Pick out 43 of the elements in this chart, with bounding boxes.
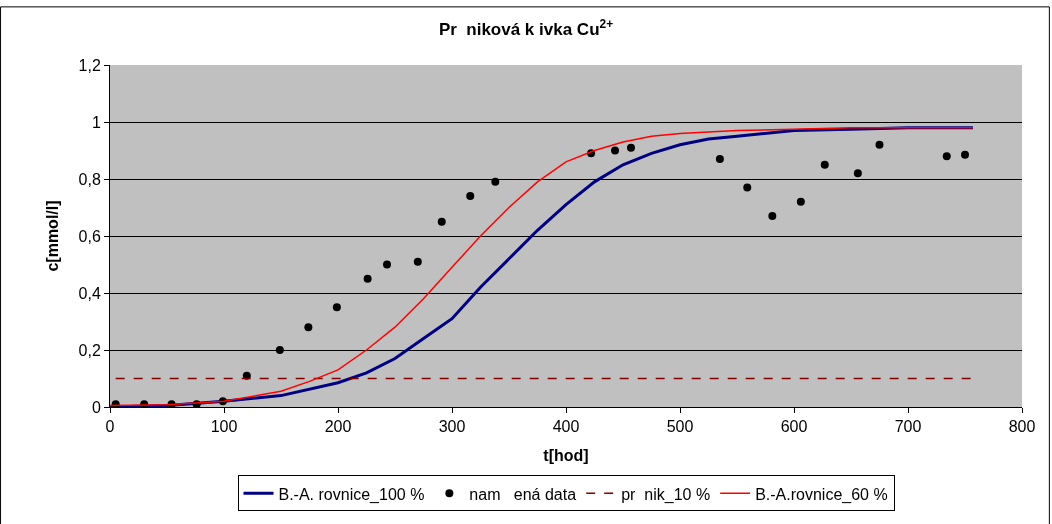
point [796, 197, 805, 206]
point [466, 192, 475, 201]
x-axis-title: t[hod] [543, 446, 589, 464]
point [626, 143, 635, 152]
legend-label: nam ená data [469, 485, 577, 503]
y-axis-title: c[mmol/l] [44, 200, 62, 272]
y-tick-label: 0,4 [78, 284, 101, 302]
point [383, 260, 392, 269]
legend-label: B.-A.rovnice_60 % [755, 485, 888, 504]
x-tick-label: 0 [105, 418, 115, 436]
point [437, 217, 446, 226]
chart-title: Pr niková k ivka Cu$^{2+}$ [438, 17, 614, 40]
point [942, 152, 951, 161]
point [413, 257, 422, 266]
x-tick-label: 400 [552, 418, 580, 436]
point [875, 140, 884, 149]
y-tick-label: 0,2 [78, 341, 101, 359]
legend-label: B.-A. rovnice_100 % [278, 485, 425, 504]
point [491, 177, 500, 186]
y-tick-label: 0 [91, 398, 101, 416]
point [304, 323, 313, 332]
y-tick-label: 0,6 [78, 227, 101, 245]
point [332, 303, 341, 312]
legend-label: pr nik_10 % [621, 485, 711, 504]
x-tick-label: 300 [438, 418, 466, 436]
point [853, 169, 862, 178]
y-tick-label: 0,8 [78, 170, 101, 188]
point [743, 183, 752, 192]
x-tick-label: 800 [1008, 418, 1036, 436]
point [768, 212, 777, 221]
point [363, 274, 372, 283]
point [275, 346, 284, 354]
point [961, 150, 969, 159]
y-tick-label: 1 [91, 113, 101, 131]
x-tick-label: 600 [780, 418, 808, 436]
y-tick-label: 1,2 [78, 56, 101, 74]
x-tick-label: 200 [324, 418, 352, 436]
point [820, 160, 829, 169]
x-tick-label: 100 [210, 418, 238, 436]
x-tick-label: 700 [894, 418, 922, 436]
point [715, 155, 724, 164]
x-tick-label: 500 [666, 418, 694, 436]
point [611, 146, 620, 155]
